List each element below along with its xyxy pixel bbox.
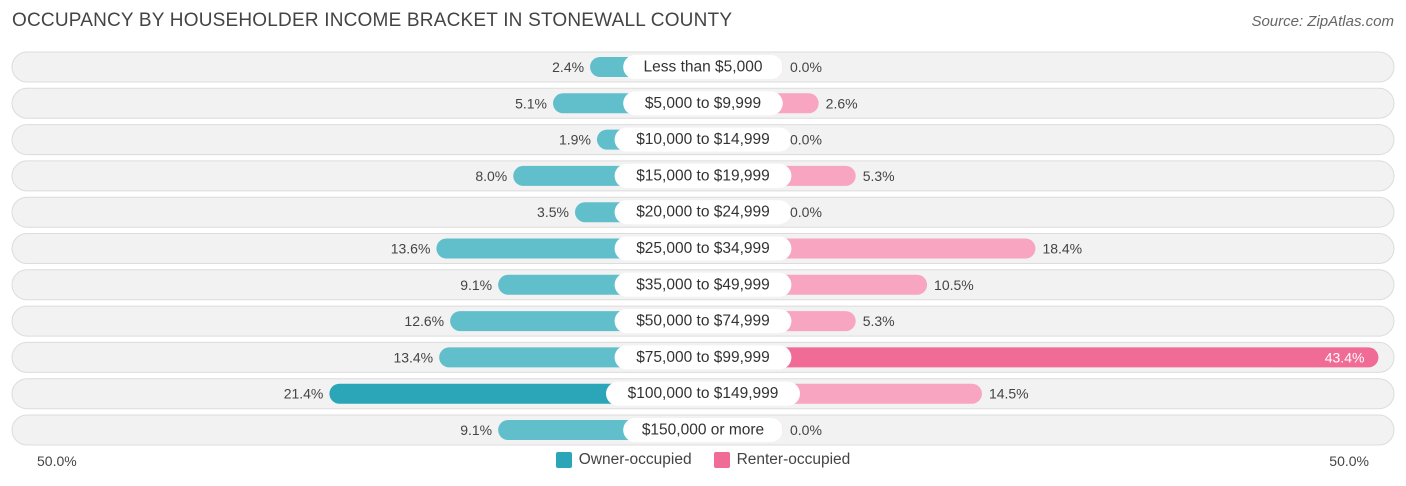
renter-value-label: 0.0% (790, 204, 822, 220)
renter-value-label: 0.0% (790, 132, 822, 148)
category-label: $20,000 to $24,999 (636, 204, 770, 221)
table-row: $20,000 to $24,999 3.5% 0.0% (11, 196, 1395, 228)
table-row: $100,000 to $149,999 21.4% 14.5% (11, 378, 1395, 410)
category-label-box (623, 91, 783, 116)
category-label: $10,000 to $14,999 (636, 131, 770, 148)
category-label: $75,000 to $99,999 (636, 349, 770, 366)
renter-value-label: 14.5% (989, 386, 1029, 402)
category-label-box (614, 127, 792, 152)
renter-bar (703, 347, 1379, 368)
table-row: $150,000 or more 9.1% 0.0% (11, 414, 1395, 446)
category-label: Less than $5,000 (644, 59, 763, 76)
table-row: $5,000 to $9,999 5.1% 2.6% (11, 87, 1395, 119)
renter-value-label: 5.3% (863, 313, 895, 329)
category-label-box (614, 200, 792, 225)
renter-value-label: 2.6% (826, 95, 858, 111)
category-label-box (614, 309, 792, 334)
category-label: $150,000 or more (642, 422, 764, 439)
table-row: $10,000 to $14,999 1.9% 0.0% (11, 124, 1395, 156)
category-label-box (614, 163, 792, 188)
owner-value-label: 12.6% (404, 313, 444, 329)
renter-value-label: 10.5% (934, 277, 974, 293)
category-label: $100,000 to $149,999 (628, 385, 779, 402)
category-label: $35,000 to $49,999 (636, 276, 770, 293)
owner-value-label: 9.1% (460, 422, 492, 438)
category-label-box (623, 418, 783, 442)
table-row: $50,000 to $74,999 12.6% 5.3% (11, 305, 1395, 337)
renter-value-label: 43.4% (1325, 349, 1365, 365)
owner-value-label: 13.6% (391, 241, 431, 257)
category-label: $5,000 to $9,999 (645, 95, 761, 112)
category-label: $15,000 to $19,999 (636, 167, 770, 184)
renter-value-label: 0.0% (790, 422, 822, 438)
category-label: $25,000 to $34,999 (636, 240, 770, 257)
owner-value-label: 2.4% (552, 59, 584, 75)
renter-value-label: 5.3% (863, 168, 895, 184)
axis-right-label: 50.0% (1329, 453, 1369, 469)
category-label: $50,000 to $74,999 (636, 313, 770, 330)
legend-owner-label: Owner-occupied (578, 451, 692, 468)
owner-value-label: 13.4% (393, 349, 433, 365)
category-label-box (614, 345, 792, 370)
legend: Owner-occupied Renter-occupied (0, 451, 1406, 469)
chart-title: OCCUPANCY BY HOUSEHOLDER INCOME BRACKET … (12, 10, 733, 31)
owner-value-label: 1.9% (559, 132, 591, 148)
table-row: $75,000 to $99,999 13.4% 43.4% (11, 341, 1395, 373)
category-label-box (623, 55, 783, 79)
table-row: $15,000 to $19,999 8.0% 5.3% (11, 160, 1395, 192)
category-label-box (614, 236, 792, 261)
owner-value-label: 3.5% (537, 204, 569, 220)
legend-item-owner[interactable]: Owner-occupied (555, 451, 692, 469)
axis-left-label: 50.0% (37, 453, 77, 469)
chart-area: Less than $5,000 2.4% 0.0% $5,000 to $9,999… (11, 51, 1395, 446)
owner-value-label: 9.1% (460, 277, 492, 293)
owner-swatch (555, 452, 572, 468)
owner-value-label: 8.0% (475, 168, 507, 184)
table-row: $25,000 to $34,999 13.6% 18.4% (11, 233, 1395, 264)
renter-value-label: 0.0% (790, 59, 822, 75)
category-label-box (614, 272, 792, 297)
legend-item-renter[interactable]: Renter-occupied (713, 451, 851, 469)
table-row: Less than $5,000 2.4% 0.0% (11, 51, 1395, 83)
table-row: $35,000 to $49,999 9.1% 10.5% (11, 269, 1395, 301)
category-label-box (606, 381, 800, 406)
renter-value-label: 18.4% (1042, 241, 1082, 257)
owner-value-label: 5.1% (515, 95, 547, 111)
renter-swatch (713, 452, 730, 468)
legend-renter-label: Renter-occupied (736, 451, 851, 468)
owner-value-label: 21.4% (284, 386, 324, 402)
source-label: Source: ZipAtlas.com (1251, 13, 1394, 30)
